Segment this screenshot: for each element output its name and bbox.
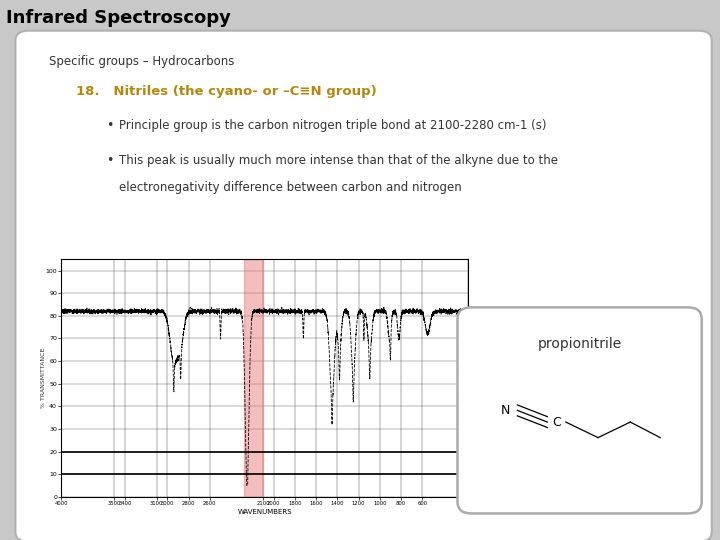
Text: Infrared Spectroscopy: Infrared Spectroscopy xyxy=(6,9,230,26)
Bar xyxy=(244,259,263,497)
FancyBboxPatch shape xyxy=(15,31,712,540)
Text: Principle group is the carbon nitrogen triple bond at 2100-2280 cm-1 (s): Principle group is the carbon nitrogen t… xyxy=(120,119,546,132)
Text: electronegativity difference between carbon and nitrogen: electronegativity difference between car… xyxy=(120,180,462,193)
Text: % TRANSMITTANCE: % TRANSMITTANCE xyxy=(41,348,45,408)
Text: •: • xyxy=(106,119,113,132)
Text: Specific groups – Hydrocarbons: Specific groups – Hydrocarbons xyxy=(49,55,234,68)
Text: 18.   Nitriles (the cyano- or –C≡N group): 18. Nitriles (the cyano- or –C≡N group) xyxy=(76,85,377,98)
FancyBboxPatch shape xyxy=(457,307,702,514)
Text: •: • xyxy=(106,153,113,166)
Text: propionitrile: propionitrile xyxy=(537,336,622,350)
Text: N: N xyxy=(501,404,510,417)
Text: C: C xyxy=(552,416,561,429)
X-axis label: WAVENUMBERS: WAVENUMBERS xyxy=(238,509,292,515)
Text: This peak is usually much more intense than that of the alkyne due to the: This peak is usually much more intense t… xyxy=(120,153,558,166)
